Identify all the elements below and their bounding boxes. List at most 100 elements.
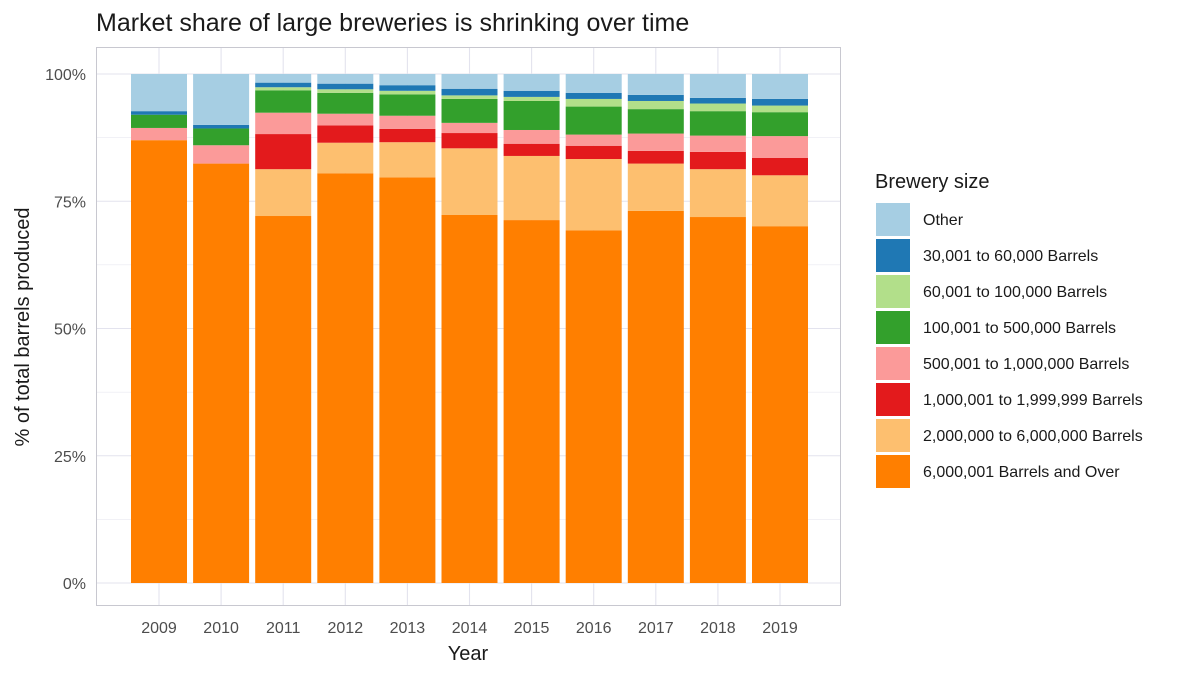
bar-segment (379, 74, 436, 86)
x-tick-label: 2015 (514, 620, 550, 637)
bar-segment (565, 74, 622, 93)
bar-segment (689, 135, 746, 152)
bar-segment (441, 74, 498, 89)
bar-segment (627, 100, 684, 110)
legend-label: 100,001 to 500,000 Barrels (923, 320, 1116, 337)
legend-label: 6,000,001 Barrels and Over (923, 464, 1120, 481)
bar-segment (379, 115, 436, 129)
bar-segment (131, 140, 187, 584)
x-axis-title: Year (448, 643, 489, 665)
bar-segment (627, 163, 684, 211)
bar-segment (503, 74, 560, 91)
bar-segment (193, 163, 250, 584)
bar-segment (317, 113, 374, 126)
bar-segment (689, 103, 746, 112)
bar-segment (503, 96, 560, 101)
bar-segment (627, 109, 684, 134)
legend-key (876, 455, 910, 488)
bar-segment (255, 169, 312, 217)
bar-segment (255, 87, 312, 91)
bar-segment (503, 155, 560, 221)
legend-key (876, 383, 910, 416)
legend-items: Other 30,001 to 60,000 Barrels 60,001 to 1… (876, 203, 1143, 488)
bar-segment (317, 142, 374, 174)
bar-segment (131, 127, 187, 141)
x-tick-label: 2019 (762, 620, 798, 637)
legend-label: Other (923, 212, 964, 229)
bar-segment (131, 111, 187, 115)
x-tick-label: 2017 (638, 620, 674, 637)
bar-segment (193, 145, 250, 164)
bar-segment (255, 74, 312, 83)
bar-segment (441, 95, 498, 99)
bar-segment (255, 112, 312, 135)
bar-segment (255, 90, 312, 113)
bar-segment (565, 159, 622, 231)
bar-segment (379, 128, 436, 143)
x-tick-label: 2014 (452, 620, 488, 637)
bar-segment (317, 83, 374, 90)
legend-key (876, 239, 910, 272)
bar-segment (255, 216, 312, 584)
bar-segment (627, 74, 684, 95)
bar-segment (689, 217, 746, 584)
bar-segment (752, 98, 808, 106)
x-tick-label: 2018 (700, 620, 736, 637)
bar-segment (503, 220, 560, 583)
bar-segment (689, 111, 746, 136)
bar-segment (379, 177, 436, 583)
legend-label: 60,001 to 100,000 Barrels (923, 284, 1107, 301)
bar-segment (752, 74, 808, 99)
bar-segment (441, 122, 498, 134)
legend-key (876, 419, 910, 452)
bar-segment (379, 142, 436, 178)
bar-segment (752, 175, 808, 227)
legend-key (876, 275, 910, 308)
legend-title: Brewery size (875, 171, 989, 193)
legend-key (876, 311, 910, 344)
bar-segment (317, 125, 374, 143)
x-tick-label: 2016 (576, 620, 612, 637)
plot-panel-border (96, 47, 841, 606)
bar-segment (379, 85, 436, 91)
bar-segment (441, 98, 498, 123)
y-axis-title: % of total barrels produced (12, 207, 34, 446)
bars (131, 74, 808, 584)
legend-key (876, 347, 910, 380)
x-tick-label: 2012 (328, 620, 364, 637)
bar-segment (565, 145, 622, 160)
bar-segment (752, 226, 808, 584)
bar-segment (565, 134, 622, 146)
bar-segment (379, 94, 436, 116)
bar-segment (752, 157, 808, 176)
bar-segment (627, 150, 684, 164)
y-tick-label: 100% (45, 67, 86, 84)
bar-segment (565, 106, 622, 135)
y-tick-label: 0% (63, 576, 86, 593)
bar-segment (131, 74, 187, 112)
bar-segment (565, 92, 622, 99)
bar-segment (503, 100, 560, 130)
bar-segment (441, 133, 498, 149)
x-tick-label: 2013 (390, 620, 426, 637)
bar-segment (255, 134, 312, 170)
y-axis-ticks: 0% 25% 50% 75% 100% (45, 67, 86, 593)
bar-segment (193, 74, 250, 125)
bar-segment (689, 169, 746, 218)
bar-segment (503, 90, 560, 97)
legend-label: 1,000,001 to 1,999,999 Barrels (923, 392, 1143, 409)
legend-label: 30,001 to 60,000 Barrels (923, 248, 1098, 265)
legend: Brewery size Other 30,001 to 60,000 Barre… (875, 171, 1143, 488)
bar-segment (689, 151, 746, 170)
legend-label: 500,001 to 1,000,000 Barrels (923, 356, 1129, 373)
bar-segment (441, 214, 498, 584)
bar-segment (131, 114, 187, 128)
x-axis-ticks: 2009 2010 2011 2012 2013 2014 2015 2016 2017 2018… (141, 620, 798, 637)
bar-segment (317, 92, 374, 114)
x-tick-label: 2009 (141, 620, 177, 637)
bar-segment (752, 136, 808, 158)
bar-segment (627, 210, 684, 583)
legend-key (876, 203, 910, 236)
bar-segment (317, 89, 374, 93)
